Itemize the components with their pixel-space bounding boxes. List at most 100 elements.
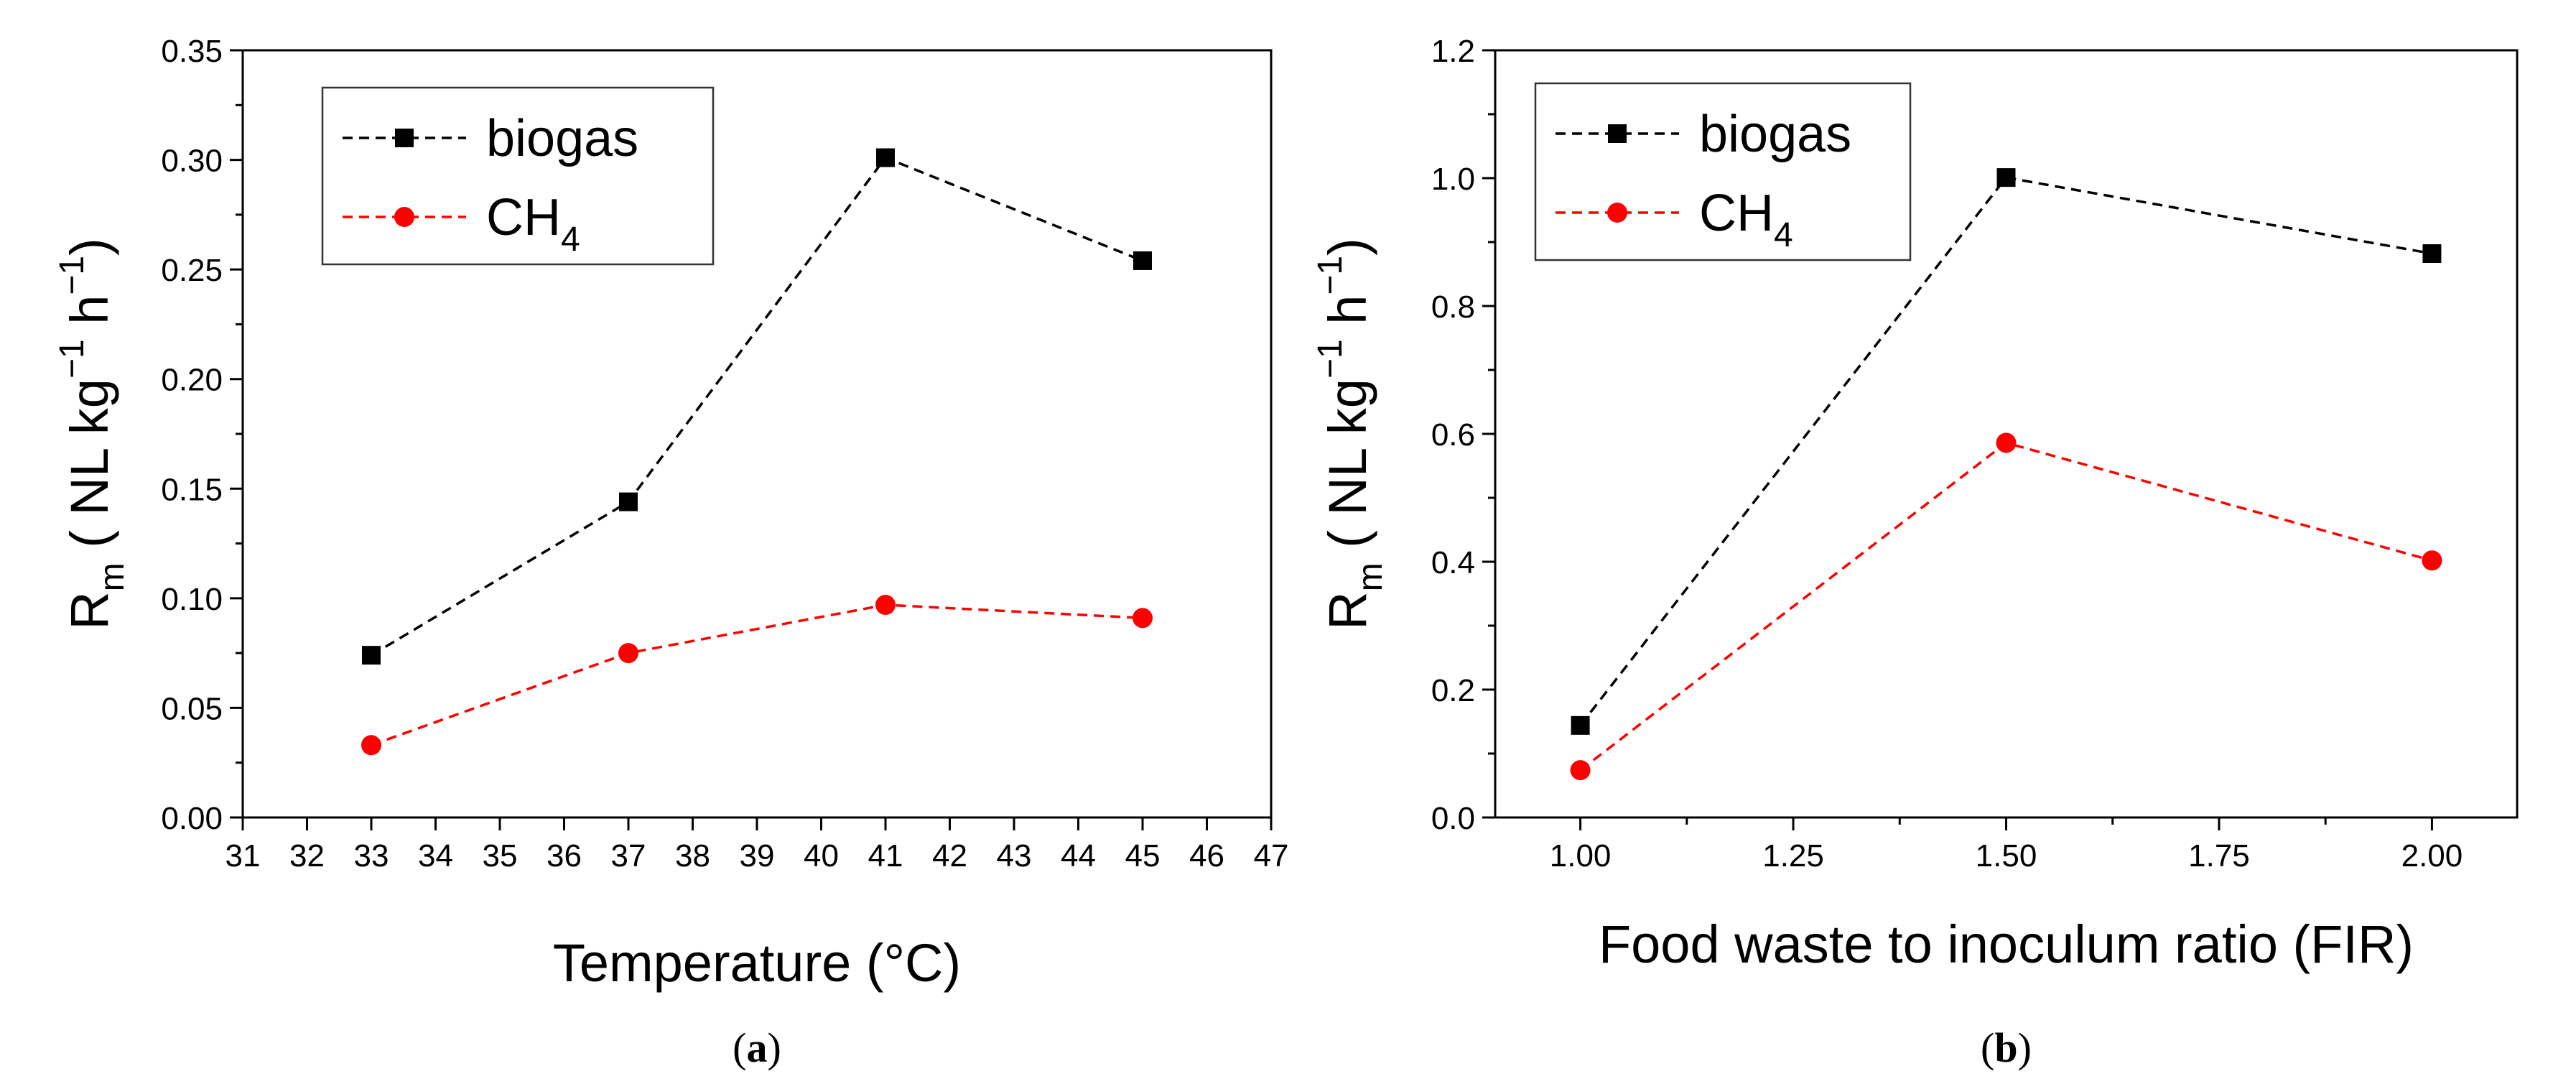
y-axis-title: Rm ( NL kg−1 h−1) [53, 238, 131, 630]
x-tick-label: 1.50 [1976, 838, 2037, 873]
legend-label: biogas [486, 110, 638, 167]
x-tick-label: 37 [611, 838, 646, 873]
data-point-marker [1571, 715, 1590, 735]
panel-label-open: ( [1981, 1024, 1994, 1071]
x-tick-label: 31 [225, 838, 261, 873]
x-tick-label: 45 [1125, 838, 1161, 873]
y-axis-title-part: −1 [53, 256, 91, 295]
legend-box [321, 86, 715, 266]
x-tick-label: 41 [868, 838, 903, 873]
legend-box [1534, 82, 1912, 261]
legend-label-text: biogas [1699, 106, 1851, 163]
y-tick-label: 0.10 [161, 582, 223, 617]
panel-label-letter: b [1994, 1024, 2017, 1071]
chart-panel-b: 1.00 1.25 1.50 1.75 2.00 0.0 0.2 0.4 0.6 0.8 1.0 1.… [1311, 34, 2519, 1071]
x-tick-label: 34 [418, 838, 453, 873]
series-line-biogas [371, 156, 1143, 657]
y-axis-title-part: ( NL kg [1318, 379, 1377, 562]
legend-label-text: biogas [486, 110, 638, 167]
y-tick-label: 0.6 [1431, 417, 1475, 453]
panel-label: (b) [1981, 1024, 2032, 1071]
legend-label: CH4 [486, 189, 580, 259]
y-axis-title-part: h [1318, 295, 1377, 340]
y-axis-title-part: R [60, 591, 119, 629]
x-tick-label: 43 [997, 838, 1032, 873]
y-tick-label: 0.00 [161, 801, 223, 836]
x-tick-label: 38 [675, 838, 710, 873]
legend: biogas CH4 [321, 86, 715, 266]
y-axis-title-part: −1 [1311, 256, 1349, 295]
y-tick-label: 0.2 [1431, 673, 1475, 708]
data-point-marker [1570, 760, 1591, 781]
legend-label-text: CH [486, 189, 561, 246]
series-line-ch4 [1579, 441, 2432, 771]
y-axis-title-part: ) [1318, 238, 1377, 256]
y-axis-title-part: R [1318, 591, 1377, 629]
x-tick-label: 33 [354, 838, 389, 873]
y-tick-label: 1.0 [1431, 162, 1475, 197]
legend-marker [395, 129, 414, 147]
legend-label-subscript: 4 [561, 221, 580, 259]
panel-label-letter: a [747, 1024, 768, 1071]
x-tick-label: 1.00 [1550, 838, 1612, 873]
data-point-marker [1133, 251, 1152, 270]
data-point-marker [2422, 244, 2442, 264]
series-line-ch4 [371, 603, 1143, 746]
y-axis-title-part: −1 [53, 339, 91, 379]
legend-label-text: CH [1699, 185, 1774, 242]
y-tick-label: 0.30 [161, 144, 223, 179]
chart-panel-a: 31 32 33 34 35 36 37 38 39 40 41 42 43 44 45 46 47 0.00 0.… [53, 34, 1288, 1071]
y-axis-title-part: m [1352, 562, 1390, 591]
x-tick-label: 36 [547, 838, 582, 873]
legend-marker [1608, 124, 1627, 143]
x-tick-label: 1.25 [1762, 838, 1824, 873]
data-point-marker [2422, 550, 2442, 571]
y-tick-label: 0.25 [161, 253, 223, 288]
data-point-marker [875, 595, 896, 616]
y-tick-label: 0.15 [161, 472, 223, 507]
y-tick-label: 0.8 [1431, 289, 1475, 325]
x-tick-label: 35 [483, 838, 518, 873]
data-point-marker [618, 643, 638, 664]
y-tick-label: 0.0 [1431, 801, 1475, 836]
legend-label: CH4 [1699, 185, 1793, 254]
data-point-marker [619, 492, 638, 511]
legend: biogas CH4 [1534, 82, 1912, 261]
y-axis-title-part: −1 [1311, 339, 1349, 379]
x-tick-label: 44 [1061, 838, 1096, 873]
data-point-marker [1996, 168, 2016, 187]
panel-label-close: ) [768, 1024, 781, 1071]
legend-marker [394, 207, 414, 227]
x-axis-title: Food waste to inoculum ratio (FIR) [1599, 914, 2414, 974]
y-axis-title-part: ( NL kg [60, 379, 119, 562]
y-tick-label: 0.35 [161, 34, 223, 69]
x-tick-label: 46 [1189, 838, 1224, 873]
data-point-marker [1133, 608, 1153, 629]
data-point-marker [876, 148, 895, 167]
legend-marker [1607, 203, 1627, 223]
y-axis-title: Rm ( NL kg−1 h−1) [1311, 238, 1390, 630]
x-tick-label: 40 [804, 838, 839, 873]
legend-label-subscript: 4 [1774, 216, 1793, 254]
panel-label: (a) [733, 1024, 781, 1071]
x-axis-title: Temperature (°C) [553, 933, 961, 993]
x-tick-label: 42 [932, 838, 967, 873]
x-tick-label: 32 [289, 838, 325, 873]
y-tick-label: 0.4 [1431, 545, 1475, 580]
data-point-marker [1996, 432, 2017, 453]
x-tick-label: 47 [1254, 838, 1289, 873]
y-axis-title-part: ) [60, 238, 119, 256]
x-tick-label: 39 [740, 838, 775, 873]
y-axis-title-part: h [60, 295, 119, 340]
data-point-marker [362, 646, 381, 665]
panel-label-close: ) [2018, 1024, 2032, 1071]
data-point-marker [361, 735, 381, 756]
y-tick-label: 0.20 [161, 363, 223, 398]
x-tick-label: 1.75 [2188, 838, 2250, 873]
y-axis-title-part: m [93, 562, 131, 591]
y-tick-label: 0.05 [161, 691, 223, 726]
legend-label: biogas [1699, 106, 1851, 163]
x-tick-label: 2.00 [2401, 838, 2463, 873]
y-tick-label: 1.2 [1431, 34, 1475, 69]
